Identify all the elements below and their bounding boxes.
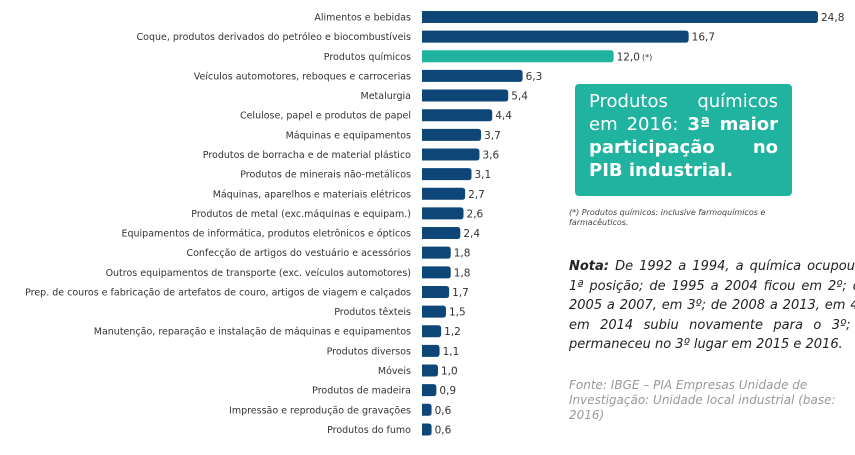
value-label: 1,8: [454, 248, 471, 260]
value-label: 2,6: [467, 208, 484, 220]
bar: [422, 325, 442, 338]
category-label: Produtos de metal (exc.máquinas e equipa…: [191, 209, 411, 220]
category-label: Produtos têxteis: [334, 307, 411, 318]
bar: [422, 128, 482, 141]
value-label: 0,9: [439, 385, 456, 397]
note: Nota: De 1992 a 1994, a química ocupou a…: [569, 257, 855, 355]
bar: [422, 364, 438, 377]
category-label: Móveis: [378, 366, 411, 377]
bar: [422, 30, 689, 43]
bar: [422, 89, 509, 102]
bar: [422, 423, 432, 436]
bar: [422, 69, 523, 82]
value-label: 3,7: [484, 130, 501, 142]
footnote: (*) Produtos químicos: inclusive farmoqu…: [569, 208, 766, 227]
value-label: 1,8: [454, 267, 471, 279]
bar: [422, 50, 614, 63]
category-label: Celulose, papel e produtos de papel: [240, 111, 411, 122]
value-label: 5,4: [511, 91, 528, 103]
annotation: (*): [642, 53, 652, 62]
value-label: 2,4: [463, 228, 480, 240]
value-label: 1,1: [443, 346, 460, 358]
bar: [422, 227, 461, 240]
category-label: Máquinas e equipamentos: [286, 130, 411, 141]
bar: [422, 403, 432, 416]
category-label: Outros equipamentos de transporte (exc. …: [106, 268, 411, 279]
bar: [422, 187, 466, 200]
value-label: 1,7: [452, 287, 469, 299]
category-label: Coque, produtos derivados do petróleo e …: [137, 32, 412, 43]
value-label: 12,0: [617, 51, 640, 63]
value-label: 0,6: [435, 424, 452, 436]
note-label: Nota:: [569, 259, 609, 274]
category-label: Confecção de artigos do vestuário e aces…: [186, 248, 411, 259]
note-text: De 1992 a 1994, a química ocupou a 1ª po…: [569, 259, 855, 352]
value-label: 3,6: [482, 149, 499, 161]
value-label: 0,6: [435, 405, 452, 417]
bar: [422, 207, 464, 220]
value-label: 1,2: [444, 326, 461, 338]
category-label: Metalurgia: [361, 91, 411, 102]
category-label: Produtos do fumo: [327, 425, 411, 436]
bar: [422, 168, 472, 181]
value-label: 3,1: [475, 169, 492, 181]
bar: [422, 246, 451, 259]
category-label: Produtos de madeira: [312, 386, 411, 397]
bar: [422, 305, 446, 318]
value-label: 1,0: [441, 366, 458, 378]
value-label: 1,5: [449, 307, 466, 319]
source: Fonte: IBGE – PIA Empresas Unidade de In…: [569, 378, 836, 422]
bar: [422, 109, 493, 122]
box-text: Produtos químicos em 2016:: [589, 91, 778, 135]
category-label: Veículos automotores, reboques e carroce…: [194, 71, 411, 82]
bar: [422, 344, 440, 357]
category-label: Impressão e reprodução de gravações: [229, 405, 411, 416]
category-label: Máquinas, aparelhos e materiais elétrico…: [213, 189, 411, 200]
value-label: 6,3: [526, 71, 543, 83]
category-label: Produtos químicos: [324, 52, 411, 63]
value-label: 16,7: [692, 32, 715, 44]
category-label: Equipamentos de informática, produtos el…: [121, 229, 411, 240]
highlight-box: Produtos químicos em 2016: 3ª maior part…: [575, 84, 792, 196]
bar: [422, 384, 437, 397]
category-label: Produtos diversos: [327, 346, 411, 357]
category-label: Produtos de minerais não-metálicos: [240, 170, 411, 181]
category-label: Manutenção, reparação e instalação de má…: [94, 327, 411, 338]
category-label: Produtos de borracha e de material plást…: [203, 150, 411, 161]
value-label: 2,7: [468, 189, 485, 201]
bar: [422, 266, 451, 279]
bar: [422, 285, 450, 298]
value-label: 24,8: [821, 12, 844, 24]
box-bold: 3ª maior participação no PIB industrial.: [589, 114, 778, 181]
category-label: Alimentos e bebidas: [314, 13, 411, 24]
category-label: Prep. de couros e fabricação de artefato…: [25, 287, 411, 298]
bar: [422, 11, 818, 23]
value-label: 4,4: [495, 110, 512, 122]
bar: [422, 148, 480, 161]
